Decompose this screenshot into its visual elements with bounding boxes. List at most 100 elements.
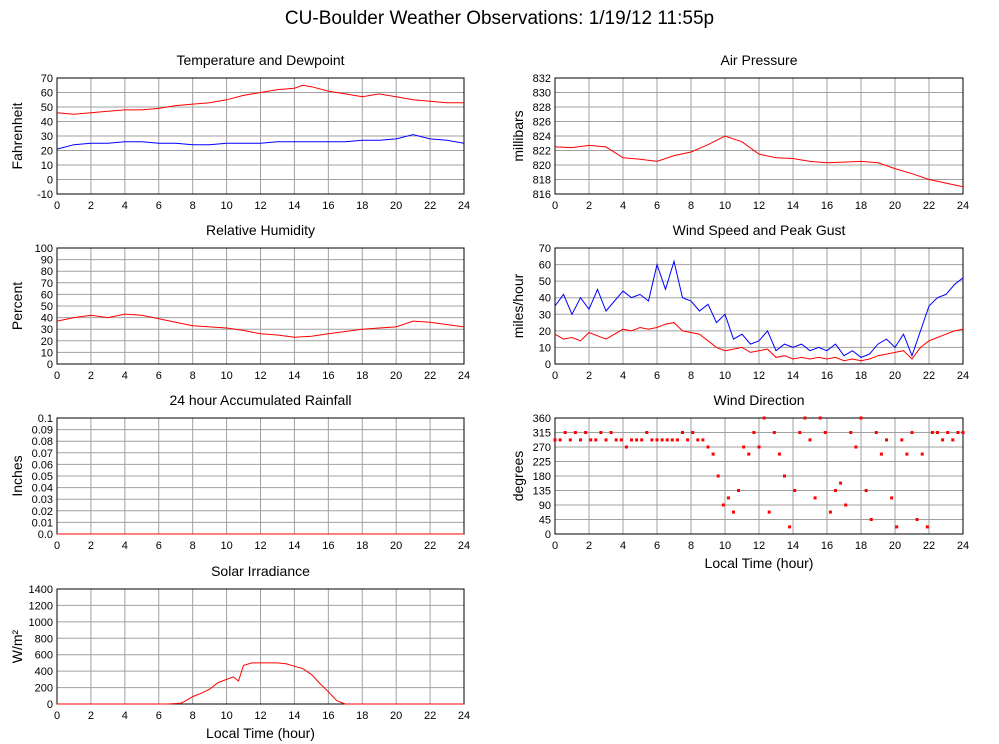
data-point <box>762 416 766 420</box>
chart-direction: 0 2 4 6 8 10 12 14 16 18 20 22 240459013518022527031… <box>510 392 969 571</box>
x-tick-label: 4 <box>122 540 128 552</box>
y-tick-label: 20 <box>539 326 551 338</box>
y-tick-label: 30 <box>41 324 53 336</box>
data-point <box>558 438 562 442</box>
data-point <box>946 431 950 434</box>
series-line-2 <box>554 322 964 362</box>
y-tick-label: 0.05 <box>32 471 53 483</box>
data-point <box>747 452 751 456</box>
data-point <box>624 445 628 449</box>
x-tick-label: 6 <box>156 540 162 552</box>
chart-title: 24 hour Accumulated Rainfall <box>169 392 351 408</box>
data-point <box>844 503 848 507</box>
x-tick-label: 10 <box>220 540 232 552</box>
data-point <box>584 431 588 434</box>
series-line-1 <box>554 135 964 188</box>
x-tick-label: 12 <box>753 370 765 382</box>
data-point <box>864 489 868 492</box>
y-axis-label: Percent <box>9 282 25 330</box>
y-axis-label: degrees <box>510 451 526 502</box>
x-tick-label: 24 <box>957 370 969 382</box>
y-tick-label: 0.06 <box>32 459 53 471</box>
data-point <box>859 416 863 420</box>
y-axis-label: miles/hour <box>510 273 526 338</box>
y-tick-label: 826 <box>533 117 551 129</box>
data-point <box>941 438 945 442</box>
y-tick-label: 100 <box>35 243 53 255</box>
data-point <box>681 431 684 434</box>
x-tick-label: 6 <box>156 710 162 722</box>
data-point <box>767 510 771 514</box>
x-tick-label: 14 <box>288 710 300 722</box>
data-point <box>793 489 797 492</box>
x-tick-label: 4 <box>122 370 128 382</box>
y-tick-label: 135 <box>533 486 551 498</box>
y-tick-label: 40 <box>41 117 53 129</box>
series-line-1 <box>56 84 464 115</box>
chart-wind: 0 2 4 6 8 10 12 14 16 18 20 22 24010203040506070Wind… <box>510 222 969 382</box>
y-tick-label: 824 <box>533 131 551 143</box>
y-tick-label: 315 <box>533 428 551 440</box>
data-point <box>890 496 894 500</box>
x-tick-label: 2 <box>586 370 592 382</box>
y-tick-label: 60 <box>41 88 53 100</box>
data-point <box>630 438 633 442</box>
y-axis-label: Inches <box>9 455 25 496</box>
x-tick-label: 10 <box>220 200 232 212</box>
x-tick-label: 8 <box>688 370 694 382</box>
data-point <box>961 431 965 434</box>
data-point <box>788 525 792 529</box>
x-axis-label: Local Time (hour) <box>705 555 814 571</box>
x-tick-label: 4 <box>620 370 626 382</box>
data-point <box>823 431 827 434</box>
y-axis-label: W/m² <box>9 629 25 663</box>
chart-title: Wind Direction <box>713 392 804 408</box>
y-tick-label: 40 <box>41 313 53 325</box>
x-tick-label: 14 <box>787 200 799 212</box>
y-tick-label: 60 <box>41 289 53 301</box>
data-point <box>732 510 735 514</box>
x-tick-label: 6 <box>654 370 660 382</box>
x-tick-label: 12 <box>254 710 266 722</box>
data-point <box>915 518 919 521</box>
x-tick-label: 22 <box>424 370 436 382</box>
x-tick-label: 8 <box>688 200 694 212</box>
x-tick-label: 0 <box>54 710 60 722</box>
data-point <box>803 416 807 420</box>
y-axis-label: millibars <box>510 110 526 161</box>
x-tick-label: 6 <box>654 200 660 212</box>
x-tick-label: 12 <box>753 540 765 552</box>
plot-frame <box>56 247 465 365</box>
chart-title: Wind Speed and Peak Gust <box>673 222 846 238</box>
series-line-2 <box>56 134 465 150</box>
y-tick-label: 90 <box>41 255 53 267</box>
y-tick-label: 0.04 <box>32 483 53 495</box>
plot-frame <box>56 77 465 195</box>
x-tick-label: 24 <box>957 200 969 212</box>
data-point <box>849 431 853 434</box>
x-tick-label: 8 <box>688 540 694 552</box>
chart-temp: 0 2 4 6 8 10 12 14 16 18 20 22 24-10010203040506070T… <box>9 52 470 212</box>
y-tick-label: 60 <box>539 260 551 272</box>
x-tick-label: 16 <box>322 710 334 722</box>
data-point <box>879 452 883 456</box>
x-tick-label: 18 <box>356 370 368 382</box>
data-point <box>839 481 843 485</box>
y-tick-label: 50 <box>41 102 53 114</box>
data-point <box>869 518 873 521</box>
y-tick-label: 20 <box>41 146 53 158</box>
data-point <box>828 510 832 514</box>
data-point <box>895 525 899 529</box>
data-point <box>563 431 567 434</box>
x-tick-label: 4 <box>122 200 128 212</box>
data-point <box>645 431 649 434</box>
y-tick-label: 50 <box>539 276 551 288</box>
y-tick-label: 70 <box>41 278 53 290</box>
y-tick-label: 0.0 <box>38 529 53 541</box>
x-tick-label: 14 <box>787 540 799 552</box>
x-tick-label: 16 <box>322 370 334 382</box>
x-tick-label: 22 <box>923 370 935 382</box>
y-tick-label: 90 <box>539 500 551 512</box>
y-tick-label: 816 <box>533 189 551 201</box>
x-tick-label: 8 <box>190 370 196 382</box>
